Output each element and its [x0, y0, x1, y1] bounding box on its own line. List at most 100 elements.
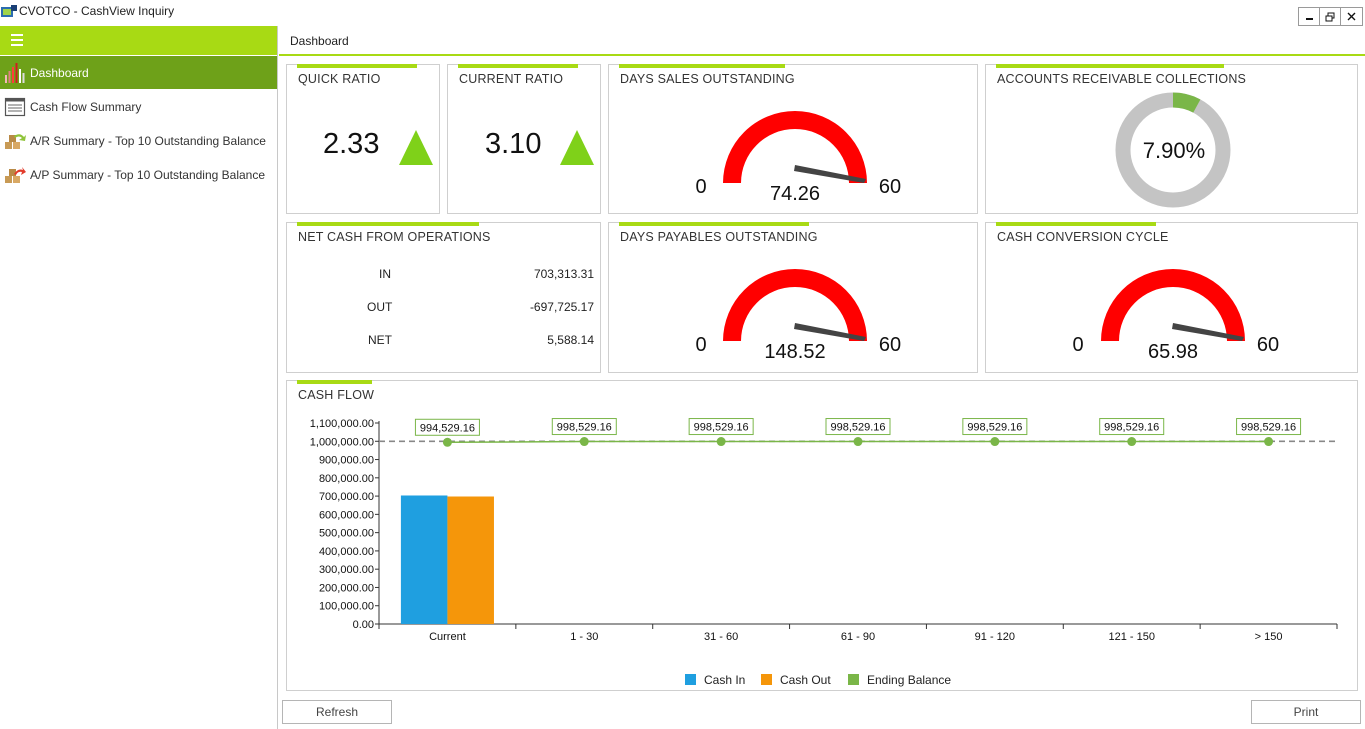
x-tick-label: 61 - 90 [841, 631, 875, 643]
sidebar-item-dashboard[interactable]: Dashboard [0, 56, 277, 89]
ending-balance-point [1264, 437, 1274, 447]
gauge-value: 65.98 [1148, 341, 1198, 363]
up-triangle-icon [399, 130, 433, 165]
net-cash-net-value: 5,588.14 [547, 333, 594, 347]
data-label-box [825, 418, 891, 436]
card-title: CASH FLOW [298, 388, 375, 402]
x-tick-label: 121 - 150 [1108, 631, 1154, 643]
cash-in-bar [400, 495, 448, 624]
data-label-box [1099, 418, 1165, 436]
net-cash-out-value: -697,725.17 [529, 300, 594, 314]
gauge-arc [1101, 269, 1245, 341]
card-title: DAYS SALES OUTSTANDING [620, 72, 795, 86]
app-icon [1, 5, 17, 17]
y-tick-label: 200,000.00 [319, 582, 374, 594]
gauge-max-label: 60 [1257, 334, 1279, 356]
donut-fill [1115, 92, 1231, 208]
sidebar-item-label: Dashboard [30, 65, 89, 80]
data-label: 998,529.16 [557, 422, 612, 434]
sidebar-item-label: A/P Summary - Top 10 Outstanding Balance [30, 167, 266, 182]
net-cash-in-label: IN [379, 267, 391, 281]
gauge-max-label: 60 [879, 334, 901, 356]
ending-balance-point [1127, 437, 1137, 447]
hamburger-menu-icon[interactable] [11, 34, 23, 46]
days-sales-outstanding-card: DAYS SALES OUTSTANDING 0 60 74.26 [608, 64, 978, 214]
restore-icon[interactable] [1320, 8, 1341, 25]
gauge-arc [723, 269, 867, 341]
x-tick-label: 1 - 30 [570, 631, 598, 643]
gauge-arc [723, 111, 867, 183]
gauge-needle [1172, 323, 1244, 341]
y-tick-label: 800,000.00 [319, 473, 374, 485]
x-tick-label: Current [429, 631, 466, 643]
sidebar-item-ap-summary[interactable]: A/P Summary - Top 10 Outstanding Balance [0, 158, 277, 191]
data-label: 998,529.16 [830, 422, 885, 434]
up-triangle-icon [560, 130, 594, 165]
y-tick-label: 400,000.00 [319, 546, 374, 558]
data-label: 994,529.16 [420, 422, 475, 434]
legend-swatch [761, 674, 772, 685]
gauge-max-label: 60 [879, 176, 901, 198]
current-ratio-card: CURRENT RATIO 3.10 [447, 64, 601, 214]
x-tick-label: > 150 [1255, 631, 1283, 643]
dso-gauge: 0 60 74.26 [695, 111, 901, 205]
data-label: 998,529.16 [967, 422, 1022, 434]
ar-collections-donut: 7.90% [1115, 92, 1231, 208]
y-tick-label: 900,000.00 [319, 455, 374, 467]
sidebar: Dashboard Cash Flow Summary A/R Summary … [0, 26, 278, 729]
ending-balance-point [579, 437, 589, 447]
cash-flow-chart: 0.00 100,000.00 200,000.00 300,000.00 400,00… [310, 418, 1338, 687]
ending-balance-point [716, 437, 726, 447]
window-controls [1298, 7, 1363, 26]
card-title: CURRENT RATIO [459, 72, 564, 86]
days-payables-outstanding-card: DAYS PAYABLES OUTSTANDING 0 60 148.52 [608, 222, 978, 373]
boxes-arrow-out-icon [5, 166, 26, 183]
sidebar-menu-bar [0, 26, 277, 55]
card-title: CASH CONVERSION CYCLE [997, 230, 1169, 244]
cash-flow-card: CASH FLOW 0.00 100,000.00 200,000.00 300,00… [286, 380, 1358, 691]
gauge-needle [794, 165, 866, 183]
y-tick-label: 0.00 [353, 619, 374, 631]
gauge-min-label: 0 [695, 334, 706, 356]
sidebar-item-label: Cash Flow Summary [30, 99, 142, 114]
y-tick-label: 700,000.00 [319, 491, 374, 503]
ending-balance-point [442, 437, 452, 447]
net-cash-out-label: OUT [367, 300, 393, 314]
data-label: 998,529.16 [1104, 422, 1159, 434]
net-cash-net-label: NET [368, 333, 392, 347]
bar-chart-icon [5, 62, 25, 83]
gauge-value: 74.26 [770, 183, 820, 205]
data-label-box [962, 418, 1028, 436]
minimize-icon[interactable] [1299, 8, 1320, 25]
gauge-value: 148.52 [764, 341, 825, 363]
boxes-arrow-in-icon [5, 133, 26, 149]
sidebar-item-cash-flow-summary[interactable]: Cash Flow Summary [0, 90, 277, 123]
ar-collections-card: ACCOUNTS RECEIVABLE COLLECTIONS 7.90% [985, 64, 1358, 214]
donut-value: 7.90% [1143, 138, 1205, 163]
cash-out-bar [447, 496, 494, 624]
net-cash-card: NET CASH FROM OPERATIONS IN 703,313.31 O… [286, 222, 601, 373]
close-icon[interactable] [1341, 8, 1362, 25]
print-button[interactable]: Print [1251, 700, 1361, 724]
data-label-box [414, 418, 480, 436]
ending-balance-point [990, 437, 1000, 447]
current-ratio-value: 3.10 [485, 128, 542, 160]
legend-label: Ending Balance [867, 673, 951, 687]
card-title: ACCOUNTS RECEIVABLE COLLECTIONS [997, 72, 1247, 86]
y-tick-label: 500,000.00 [319, 528, 374, 540]
refresh-button[interactable]: Refresh [282, 700, 392, 724]
sidebar-item-ar-summary[interactable]: A/R Summary - Top 10 Outstanding Balance [0, 124, 277, 157]
dpo-gauge: 0 60 148.52 [695, 269, 901, 363]
page-title: Dashboard [290, 34, 349, 48]
ending-balance-point [853, 437, 863, 447]
y-tick-label: 1,100,000.00 [310, 418, 374, 430]
gauge-needle [794, 323, 866, 341]
window-title: CVOTCO - CashView Inquiry [19, 4, 175, 18]
data-label-box [551, 418, 617, 436]
y-tick-label: 600,000.00 [319, 509, 374, 521]
cash-conversion-cycle-card: CASH CONVERSION CYCLE 0 60 65.98 [985, 222, 1358, 373]
gauge-min-label: 0 [695, 176, 706, 198]
y-tick-label: 1,000,000.00 [310, 436, 374, 448]
card-title: DAYS PAYABLES OUTSTANDING [620, 230, 818, 244]
data-label-box [1236, 418, 1302, 436]
